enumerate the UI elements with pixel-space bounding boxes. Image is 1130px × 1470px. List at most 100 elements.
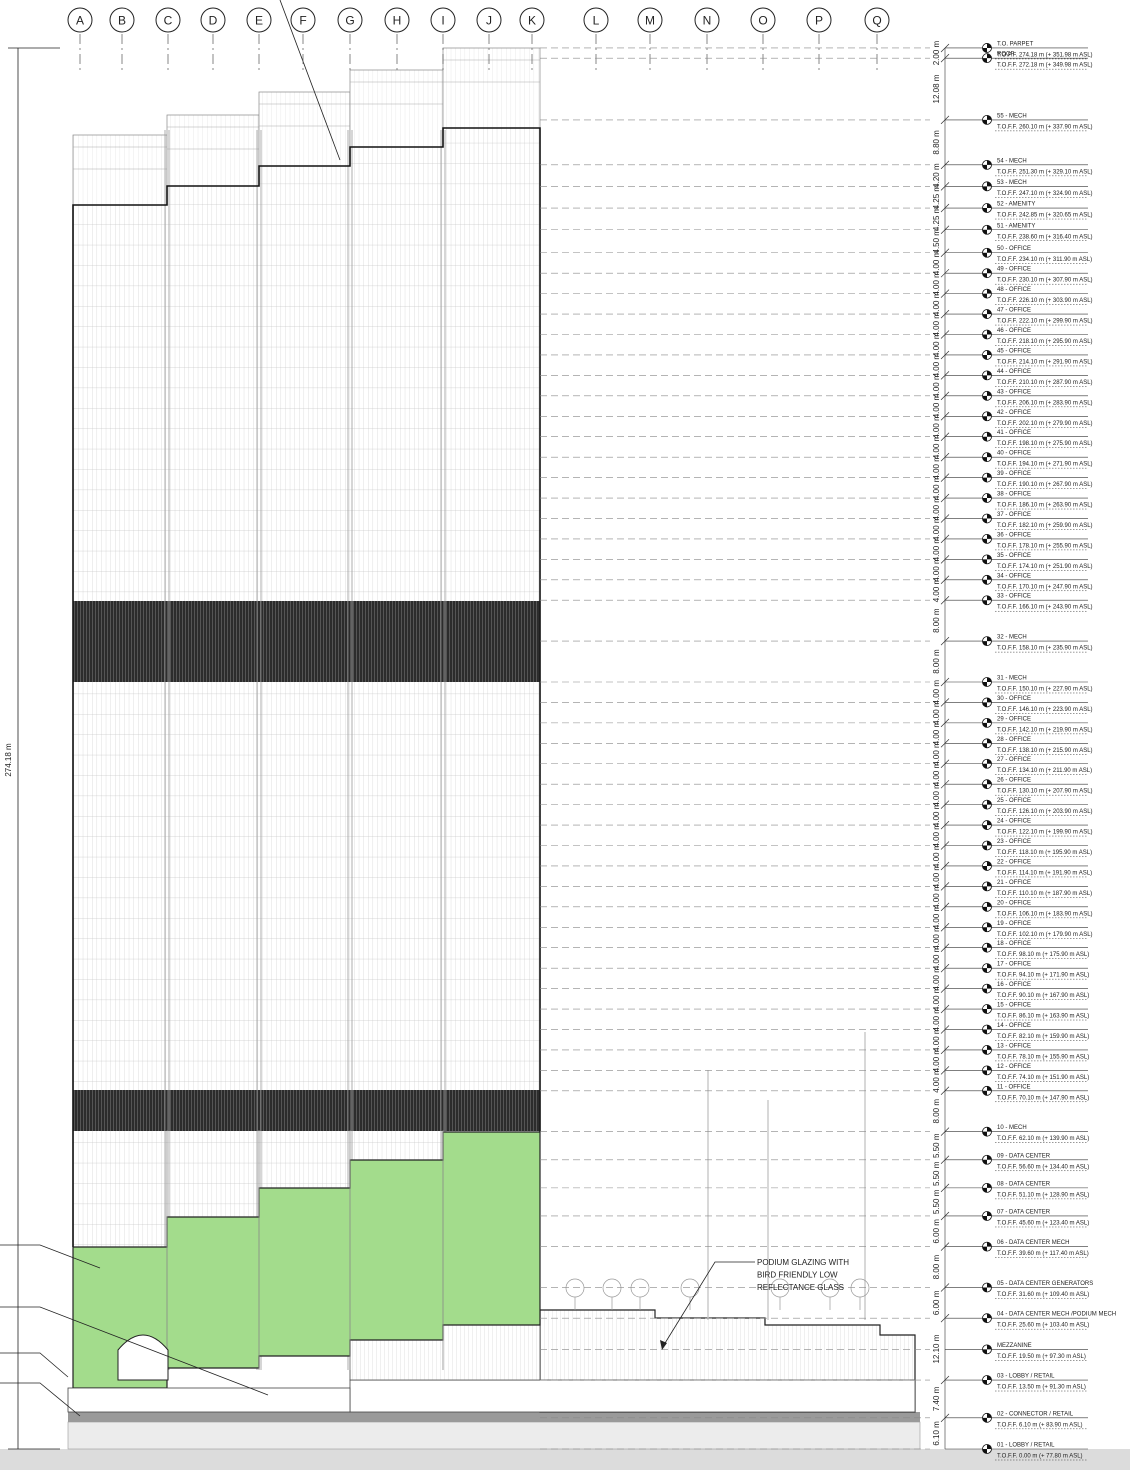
level-name: 48 - OFFICE (997, 287, 1031, 293)
level-elevation: T.O.F.F. 182.10 m (+ 259.90 m ASL) (997, 523, 1093, 529)
level-marker-fill (982, 943, 992, 953)
level-marker-fill (982, 697, 992, 707)
tree (602, 1278, 622, 1298)
level-name: 41 - OFFICE (997, 430, 1031, 436)
level-elevation: T.O.F.F. 19.50 m (+ 97.30 m ASL) (997, 1354, 1086, 1360)
level-name: 43 - OFFICE (997, 389, 1031, 395)
dimension-tick (940, 1025, 950, 1034)
dimension-tick (940, 350, 950, 360)
mech-screen (442, 47, 541, 129)
level-marker-fill (982, 391, 992, 401)
dimension-tick (940, 43, 950, 53)
dimension-tick (940, 923, 950, 932)
dimension-label: 4.00 m (932, 782, 941, 807)
level-name: 27 - OFFICE (997, 757, 1031, 763)
dimension-tick (940, 555, 950, 564)
level-name: 05 - DATA CENTER GENERATORS (997, 1281, 1093, 1287)
level-elevation: T.O.F.F. 274.18 m (+ 351.98 m ASL) (997, 52, 1093, 58)
level-elevation: T.O.F.F. 134.10 m (+ 211.90 m ASL) (997, 768, 1092, 774)
level-name: 36 - OFFICE (997, 532, 1031, 538)
level-name: 47 - OFFICE (997, 308, 1031, 314)
level-name: 38 - OFFICE (997, 492, 1031, 498)
dimension-tick (940, 268, 950, 278)
dimension-tick (940, 820, 950, 830)
level-marker-fill (982, 309, 992, 319)
level-marker-fill (982, 963, 992, 973)
dimension-tick (940, 534, 950, 544)
level-marker-fill (982, 718, 992, 728)
level-name: 45 - OFFICE (997, 348, 1031, 354)
level-marker-fill (982, 554, 992, 564)
dimension-label: 4.00 m (932, 455, 941, 480)
dimension-label: 4.00 m (932, 864, 941, 889)
dimension-label: 8.80 m (932, 130, 941, 155)
dimension-label: 4.00 m (932, 843, 941, 868)
dimension-tick (940, 371, 950, 380)
ground-slab (68, 1412, 920, 1422)
level-marker-fill (982, 881, 992, 891)
tower-facade (73, 128, 540, 1247)
dimension-label: 4.00 m (932, 823, 941, 848)
level-elevation: T.O.F.F. 6.10 m (+ 83.90 m ASL) (997, 1422, 1083, 1428)
level-name: 17 - OFFICE (997, 962, 1031, 968)
grid-label: L (593, 14, 600, 28)
dimension-label: 4.00 m (932, 271, 941, 296)
level-name: 49 - OFFICE (997, 267, 1031, 273)
dimension-label: 12.10 m (932, 1334, 941, 1363)
level-marker-fill (982, 1065, 992, 1075)
level-name: 21 - OFFICE (997, 880, 1031, 886)
level-marker-fill (982, 1045, 992, 1055)
dimension-tick (940, 452, 950, 462)
level-name: 37 - OFFICE (997, 512, 1031, 518)
level-elevation: T.O.F.F. 51.10 m (+ 128.90 m ASL) (997, 1192, 1089, 1198)
grid-label: H (393, 14, 402, 28)
level-name: 04 - DATA CENTER MECH /PODIUM MECH (997, 1312, 1116, 1318)
dimension-tick (940, 115, 950, 125)
level-elevation: T.O.F.F. 110.10 m (+ 187.90 m ASL) (997, 891, 1092, 897)
tree (565, 1278, 585, 1298)
dimension-tick (940, 432, 950, 441)
level-elevation: T.O.F.F. 198.10 m (+ 275.90 m ASL) (997, 441, 1093, 447)
grid-label: D (209, 14, 218, 28)
level-marker-fill (982, 534, 992, 544)
level-marker-fill (982, 1283, 992, 1293)
dimension-label: 4.00 m (932, 904, 941, 929)
dimension-label: 4.00 m (932, 475, 941, 500)
level-elevation: T.O.F.F. 94.10 m (+ 171.90 m ASL) (997, 973, 1089, 979)
level-elevation: T.O.F.F. 146.10 m (+ 223.90 m ASL) (997, 707, 1093, 713)
dimension-label: 4.00 m (932, 1048, 941, 1073)
level-name: 40 - OFFICE (997, 451, 1031, 457)
grid-bubble (337, 7, 363, 33)
level-marker-fill (982, 350, 992, 360)
grid-bubble (806, 7, 832, 33)
grid-label: Q (872, 14, 881, 28)
level-marker-fill (982, 595, 992, 605)
level-marker-fill (982, 1127, 992, 1137)
grid-label: E (255, 14, 263, 28)
level-marker-fill (982, 800, 992, 810)
dimension-label: 4.00 m (932, 741, 941, 766)
dimension-tick (940, 1242, 950, 1251)
grid-label: F (299, 14, 306, 28)
level-marker-fill (982, 1004, 992, 1014)
level-elevation: T.O.F.F. 238.60 m (+ 316.40 m ASL) (997, 234, 1093, 240)
level-marker-fill (982, 1344, 992, 1354)
level-marker-fill (982, 1313, 992, 1323)
level-elevation: T.O.F.F. 272.18 m (+ 349.98 m ASL) (997, 63, 1093, 69)
level-elevation: T.O.F.F. 234.10 m (+ 311.90 m ASL) (997, 257, 1092, 263)
annotation-leader (661, 1261, 755, 1349)
grid-bubble (109, 7, 135, 33)
level-name: 55 - MECH (997, 113, 1027, 119)
dimension-tick (940, 1004, 950, 1014)
level-marker-fill (982, 452, 992, 462)
level-name: 20 - OFFICE (997, 900, 1031, 906)
grid-label: P (815, 14, 823, 28)
dimension-tick (940, 841, 950, 850)
dimension-label: 4.00 m (932, 414, 941, 439)
level-marker-fill (982, 181, 992, 191)
level-name: 30 - OFFICE (997, 696, 1031, 702)
level-elevation: T.O.F.F. 210.10 m (+ 287.90 m ASL) (997, 380, 1093, 386)
dimension-label: 8.00 m (932, 649, 941, 674)
grid-bubble (200, 7, 226, 33)
ground-lower (67, 1421, 921, 1450)
